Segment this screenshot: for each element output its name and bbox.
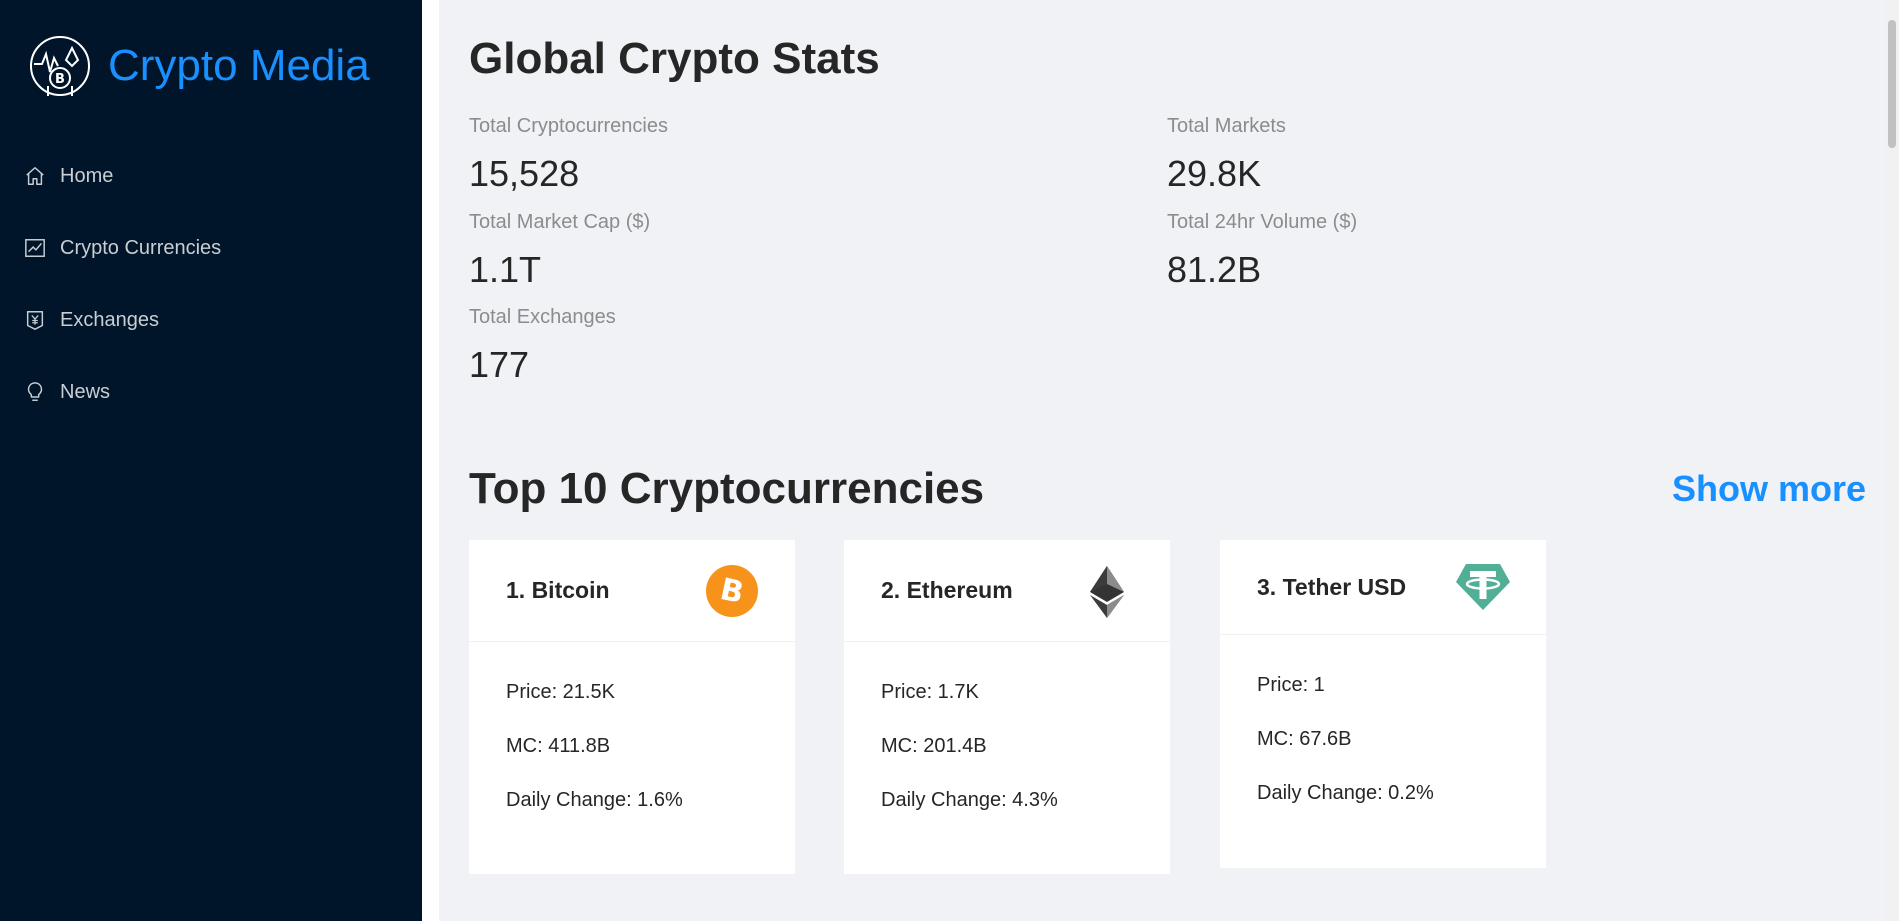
card-daily-change: Daily Change: 4.3% [881, 789, 1058, 811]
stat-label: Total Cryptocurrencies [469, 115, 668, 137]
stat-value: 1.1T [469, 249, 542, 290]
stat-label: Total 24hr Volume ($) [1167, 211, 1358, 233]
section-title: Top 10 Cryptocurrencies [469, 464, 985, 513]
stat-value: 15,528 [469, 153, 580, 194]
line-chart-icon [25, 239, 45, 257]
stat-total-cryptocurrencies: Total Cryptocurrencies 15,528 [469, 114, 1029, 194]
svg-text:B: B [55, 72, 65, 87]
card-header: 3. Tether USD [1220, 540, 1546, 635]
card-daily-change: Daily Change: 1.6% [506, 789, 683, 811]
stat-label: Total Markets [1167, 115, 1286, 137]
stat-total-24hr-volume: Total 24hr Volume ($) 81.2B [1167, 210, 1727, 290]
card-price: Price: 1.7K [881, 681, 979, 703]
crypto-logo-icon: B [30, 36, 90, 96]
card-market-cap: MC: 411.8B [506, 735, 611, 757]
money-collect-icon [26, 311, 44, 330]
sidebar-item-exchanges[interactable]: Exchanges [0, 284, 422, 356]
card-body: Price: 1.7K MC: 201.4B Daily Change: 4.3… [844, 642, 1170, 812]
card-body: Price: 1 MC: 67.6B Daily Change: 0.2% [1220, 635, 1546, 805]
scrollbar-thumb[interactable] [1888, 20, 1896, 148]
bitcoin-icon: B [706, 564, 758, 617]
layout-divider [422, 0, 439, 921]
stat-total-exchanges: Total Exchanges 177 [469, 305, 1029, 385]
card-title: 1. Bitcoin [506, 577, 610, 603]
crypto-card-bitcoin[interactable]: 1. Bitcoin B Price: 21.5K MC: 411.8B Dai… [469, 540, 795, 874]
sidebar-item-label: News [60, 380, 111, 403]
stat-total-market-cap: Total Market Cap ($) 1.1T [469, 210, 1029, 290]
card-header: 1. Bitcoin B [469, 540, 795, 642]
main-content: Global Crypto Stats Total Cryptocurrenci… [439, 0, 1899, 921]
sidebar: B Crypto Media Home Crypto Currencies Ex [0, 0, 422, 921]
card-price: Price: 1 [1257, 674, 1325, 696]
bulb-icon [27, 382, 43, 401]
sidebar-item-label: Exchanges [60, 308, 159, 331]
stat-label: Total Exchanges [469, 306, 616, 328]
tether-icon [1456, 564, 1510, 610]
brand-name[interactable]: Crypto Media [108, 41, 370, 90]
sidebar-item-label: Home [60, 164, 114, 187]
stat-value: 177 [469, 344, 530, 385]
ethereum-icon [1090, 565, 1124, 618]
show-more-link[interactable]: Show more [1671, 468, 1866, 509]
card-price: Price: 21.5K [506, 681, 615, 703]
vertical-scrollbar[interactable] [1885, 0, 1899, 921]
stat-value: 81.2B [1167, 249, 1262, 290]
card-market-cap: MC: 67.6B [1257, 728, 1352, 750]
stat-value: 29.8K [1167, 153, 1262, 194]
card-market-cap: MC: 201.4B [881, 735, 987, 757]
card-title: 2. Ethereum [881, 577, 1013, 603]
sidebar-item-news[interactable]: News [0, 356, 422, 428]
sidebar-item-home[interactable]: Home [0, 140, 422, 212]
card-daily-change: Daily Change: 0.2% [1257, 782, 1434, 804]
sidebar-menu: Home Crypto Currencies Exchanges News [0, 140, 422, 428]
crypto-card-tether-usd[interactable]: 3. Tether USD Price: 1 MC: 67.6B Daily C… [1220, 540, 1546, 868]
logo[interactable]: B Crypto Media [28, 34, 370, 98]
page-title: Global Crypto Stats [469, 34, 880, 83]
card-body: Price: 21.5K MC: 411.8B Daily Change: 1.… [469, 642, 795, 812]
card-title: 3. Tether USD [1257, 573, 1407, 600]
card-header: 2. Ethereum [844, 540, 1170, 642]
sidebar-item-crypto-currencies[interactable]: Crypto Currencies [0, 212, 422, 284]
stat-total-markets: Total Markets 29.8K [1167, 114, 1727, 194]
home-icon [26, 167, 44, 185]
crypto-card-ethereum[interactable]: 2. Ethereum Price: 1.7K MC: 201.4B Daily… [844, 540, 1170, 874]
stat-label: Total Market Cap ($) [469, 211, 651, 233]
sidebar-item-label: Crypto Currencies [60, 236, 222, 259]
